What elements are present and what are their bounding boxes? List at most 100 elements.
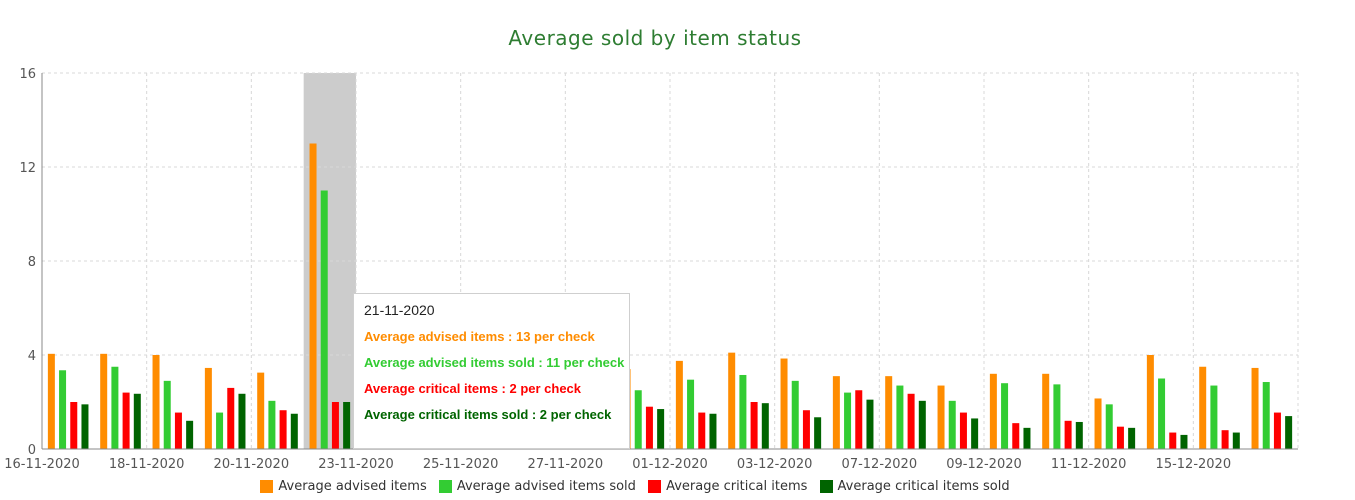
bar-advised [152,355,160,449]
bar-critical-sold [81,404,89,449]
bar-critical [1221,430,1229,449]
bar-advised [675,360,683,449]
bar-critical [645,406,653,449]
bar-advised [728,352,736,449]
bar-critical-sold [971,418,979,449]
x-tick-label: 11-12-2020 [1051,457,1127,472]
bar-critical-sold [761,403,769,449]
bar-advised [1146,355,1154,449]
x-tick-label: 16-11-2020 [4,457,80,472]
bar-critical [331,402,339,449]
x-tick-label: 09-12-2020 [946,457,1022,472]
x-tick-label: 01-12-2020 [632,457,708,472]
bar-critical [959,412,967,449]
y-tick-label: 0 [28,443,36,458]
bar-critical [1012,423,1020,449]
x-tick-label: 03-12-2020 [737,457,813,472]
bar-advised-sold [791,380,799,449]
bar-advised-sold [111,366,119,449]
bar-critical [1064,420,1072,449]
bar-advised [1251,367,1259,449]
legend-item-critical[interactable]: Average critical items [648,479,807,494]
bar-critical [70,402,78,449]
x-tick-label: 23-11-2020 [318,457,394,472]
bar-critical [802,410,810,449]
tooltip-line-advised-sold: Average advised items sold : 11 per chec… [364,355,625,370]
legend-item-advised[interactable]: Average advised items [260,479,427,494]
bar-critical [855,390,863,449]
bar-critical-sold [1285,416,1293,449]
bar-critical-sold [238,393,246,449]
bar-advised-sold [1158,378,1166,449]
legend-item-advised-sold[interactable]: Average advised items sold [438,479,636,494]
legend-label-advised-sold: Average advised items sold [456,479,636,494]
bar-advised-sold [1053,384,1061,449]
bar-advised-sold [634,390,642,449]
bar-advised-sold [896,385,904,449]
bar-critical [698,412,706,449]
legend-label-critical: Average critical items [666,479,808,494]
y-tick-label: 12 [19,161,36,176]
bar-critical [122,392,130,449]
bar-critical [907,393,915,449]
chart-title: Average sold by item status [508,26,802,50]
bar-critical-sold [133,393,141,449]
bar-advised [257,372,265,449]
x-tick-label: 07-12-2020 [842,457,918,472]
bar-critical-sold [1023,427,1031,449]
bar-critical-sold [1128,427,1136,449]
bar-advised [100,353,108,449]
bar-critical-sold [918,400,926,449]
bar-advised [1042,373,1050,449]
bar-advised-sold [739,374,747,449]
bar-critical-sold [186,420,194,449]
x-tick-label: 25-11-2020 [423,457,499,472]
legend-label-critical-sold: Average critical items sold [837,479,1010,494]
bar-advised [780,358,788,449]
bar-advised-sold [1262,382,1270,449]
bar-advised [937,385,945,449]
x-tick-label: 27-11-2020 [528,457,604,472]
x-tick-label: 18-11-2020 [109,457,185,472]
bar-critical [279,410,287,449]
bar-advised-sold [1105,404,1113,449]
bar-advised [1199,366,1207,449]
bar-advised-sold [687,379,695,449]
tooltip-line-critical-sold: Average critical items sold : 2 per chec… [364,407,612,422]
bar-advised-sold [1210,385,1218,449]
legend-swatch-advised-sold [438,480,452,493]
legend-item-critical-sold[interactable]: Average critical items sold [819,479,1010,494]
bar-critical [1116,426,1124,449]
bar-critical [1169,432,1177,449]
bar-critical [227,387,235,449]
bar-critical-sold [866,399,874,449]
bar-advised [885,376,893,449]
tooltip-line-critical: Average critical items : 2 per check [364,381,582,396]
bar-advised [1094,398,1102,449]
bar-advised-sold [268,400,276,449]
bar-advised-sold [844,392,852,449]
bar-critical [174,412,182,449]
bar-advised-sold [320,190,328,449]
bar-critical-sold [1180,434,1188,449]
bar-critical-sold [814,417,822,449]
bar-critical [750,402,758,449]
bar-advised [832,376,840,449]
bar-advised [989,373,997,449]
bar-critical-sold [709,413,717,449]
tooltip: 21-11-2020 Average advised items : 13 pe… [353,293,630,449]
y-tick-label: 16 [19,67,36,82]
legend: Average advised items Average advised it… [0,479,1270,497]
bar-critical-sold [1232,432,1240,449]
bar-advised-sold [163,380,171,449]
bar-advised-sold [948,400,956,449]
bar-critical-sold [1075,421,1083,449]
bar-critical-sold [290,413,298,449]
bar-advised [47,353,55,449]
legend-swatch-critical-sold [819,480,833,493]
bar-chart: 0 4 8 12 16 16-11-2020 18-11-2020 20-11-2020 23-… [4,67,1299,472]
bar-advised-sold [59,370,67,449]
bar-critical-sold [657,409,665,449]
legend-swatch-critical [648,480,662,493]
tooltip-date: 21-11-2020 [364,302,435,318]
